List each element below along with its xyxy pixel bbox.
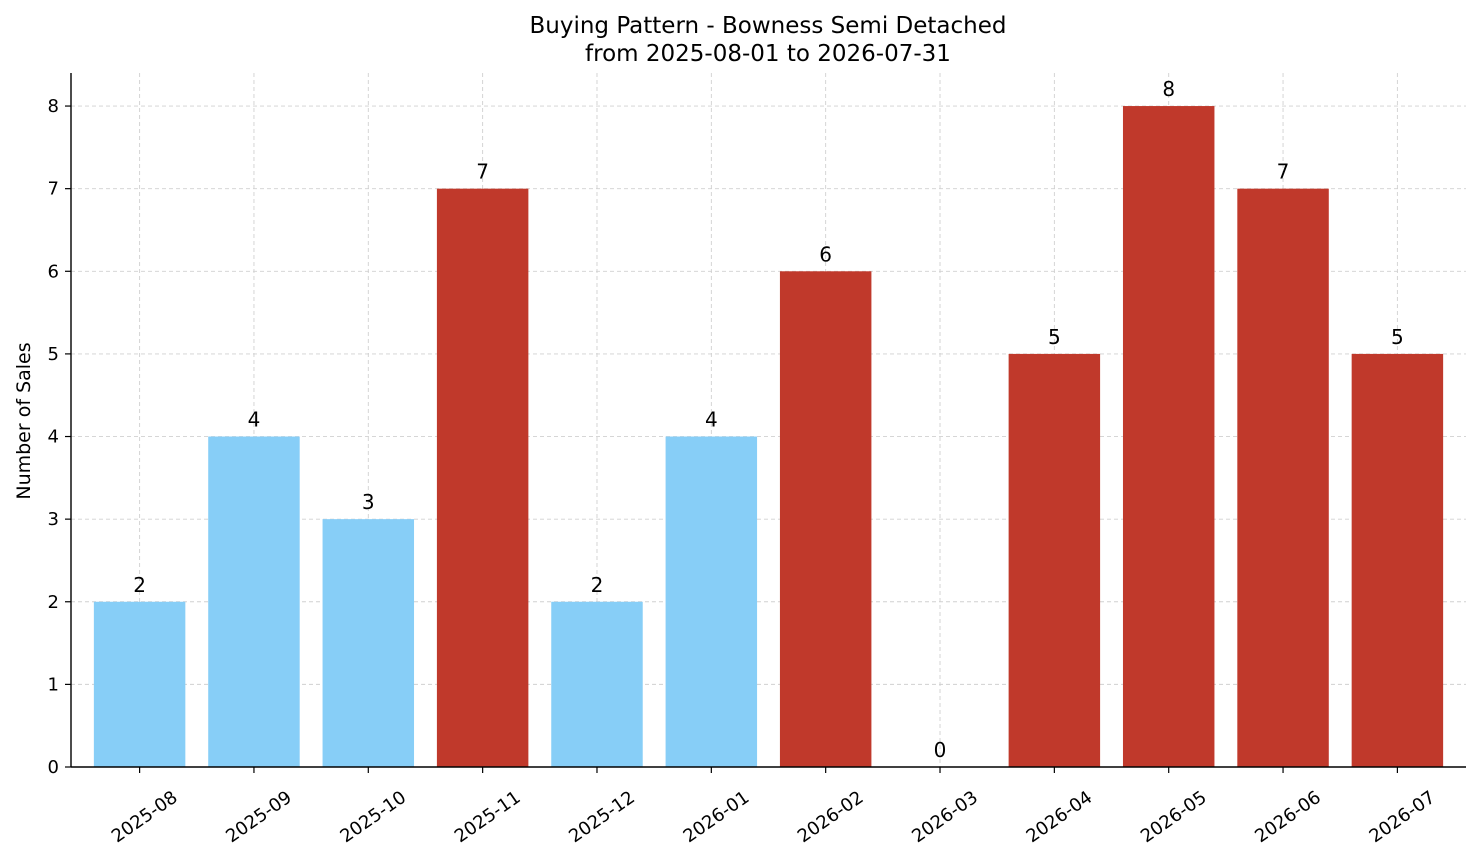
x-tick-label: 2026-03 [908, 787, 982, 847]
labels-layer: 2 4 3 7 2 4 6 0 5 8 7 5 [133, 77, 1404, 762]
y-tick-label: 8 [48, 96, 59, 117]
x-tick-label: 2026-04 [1023, 787, 1097, 847]
bar-value-label: 8 [1162, 77, 1175, 101]
bar-2026-06 [1237, 188, 1329, 767]
y-tick-label: 1 [48, 674, 59, 695]
bar-2025-09 [208, 436, 300, 767]
bar-2025-12 [551, 601, 643, 767]
bar-2026-05 [1122, 106, 1215, 768]
bar-value-label: 4 [248, 408, 261, 432]
bar-2026-01 [665, 436, 758, 767]
bar-2026-07 [1351, 353, 1444, 767]
chart-title: Buying Pattern - Bowness Semi Detached [530, 13, 1007, 39]
bar-value-label: 2 [591, 573, 604, 597]
x-tick-label: 2025-10 [337, 787, 411, 847]
bar-value-label: 5 [1048, 325, 1061, 349]
x-tick-label: 2025-12 [565, 787, 639, 847]
bar-value-label: 2 [133, 573, 146, 597]
x-tick-label: 2026-06 [1251, 787, 1325, 847]
x-tick-label: 2026-07 [1366, 787, 1440, 847]
y-tick-label: 2 [48, 592, 59, 613]
x-tick-label: 2025-09 [222, 787, 296, 847]
bar-value-label: 7 [476, 160, 489, 184]
y-tick-label: 3 [48, 509, 59, 530]
bar-2026-02 [779, 271, 872, 767]
x-tick-label: 2026-02 [794, 787, 868, 847]
x-tick-label: 2026-05 [1137, 787, 1211, 847]
y-tick-label: 6 [48, 261, 59, 282]
bar-value-label: 5 [1391, 325, 1404, 349]
y-tick-label: 5 [48, 344, 59, 365]
bar-2025-10 [322, 519, 415, 767]
bar-value-label: 0 [934, 738, 947, 762]
x-tick-label: 2025-08 [108, 787, 182, 847]
bar-value-label: 7 [1277, 160, 1290, 184]
y-tick-label: 0 [48, 757, 59, 778]
bar-2026-04 [1008, 353, 1101, 767]
chart-subtitle: from 2025-08-01 to 2026-07-31 [585, 41, 951, 67]
bar-value-label: 4 [705, 408, 718, 432]
bar-2025-11 [436, 188, 529, 767]
bars-layer [93, 106, 1444, 768]
bar-2025-08 [93, 601, 186, 767]
bar-value-label: 3 [362, 490, 375, 514]
x-tick-label: 2025-11 [451, 787, 525, 847]
bar-value-label: 6 [819, 242, 832, 266]
y-axis-label: Number of Sales [13, 342, 35, 499]
y-tick-label: 4 [48, 427, 59, 448]
y-tick-label: 7 [48, 179, 59, 200]
x-tick-label: 2026-01 [680, 787, 754, 847]
